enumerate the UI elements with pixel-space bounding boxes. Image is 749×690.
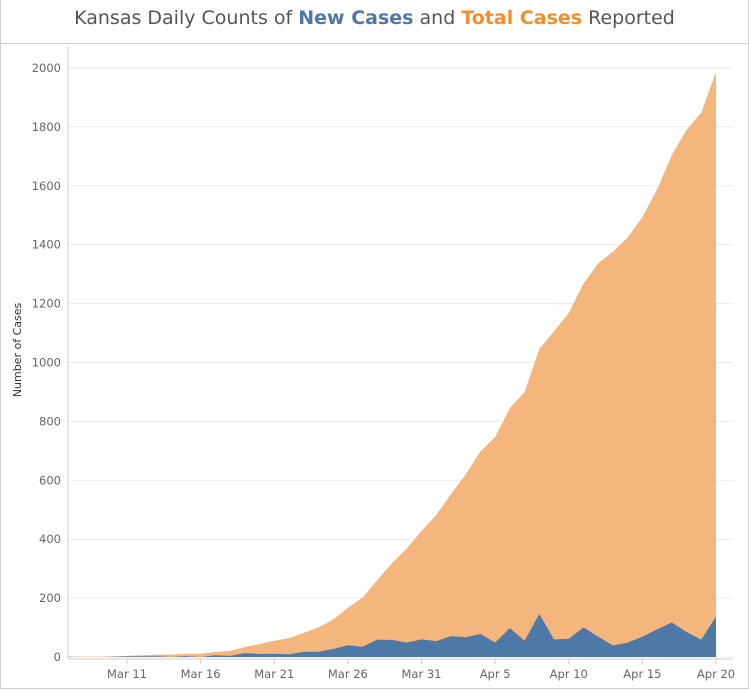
title-prefix: Kansas Daily Counts of (74, 7, 299, 29)
y-tick-label: 0 (54, 650, 61, 664)
x-tick-label: Apr 10 (550, 667, 588, 681)
y-axis-label: Number of Cases (11, 303, 24, 398)
y-tick-label: 1000 (32, 356, 61, 370)
y-tick-label: 2000 (32, 61, 61, 75)
y-tick-label: 1600 (32, 179, 61, 193)
y-tick-label: 600 (39, 473, 61, 487)
x-axis: Mar 11 Mar 16 Mar 21 Mar 26 Mar 31 Apr 5 Apr 1… (68, 658, 735, 681)
area-series (68, 72, 717, 658)
y-tick-label: 400 (39, 532, 61, 546)
y-tick-label: 800 (39, 414, 61, 428)
y-axis: 0 200 400 600 800 1000 1200 1400 1600 1800 2000 (32, 47, 69, 664)
chart-title: Kansas Daily Counts of New Cases and Tot… (0, 7, 749, 29)
y-tick-label: 1200 (32, 297, 61, 311)
title-new-cases: New Cases (298, 7, 414, 29)
y-tick-label: 1400 (32, 238, 61, 252)
new-cases-area (68, 614, 717, 657)
total-cases-area (68, 72, 717, 658)
x-tick-label: Mar 16 (181, 667, 221, 681)
title-total-cases: Total Cases (461, 7, 583, 29)
title-suffix: Reported (582, 7, 675, 29)
x-tick-label: Mar 21 (254, 667, 294, 681)
x-tick-label: Mar 11 (107, 667, 147, 681)
x-tick-label: Apr 15 (623, 667, 661, 681)
x-tick-label: Apr 20 (697, 667, 735, 681)
title-middle: and (413, 7, 462, 29)
x-tick-label: Apr 5 (480, 667, 511, 681)
y-tick-label: 1800 (32, 120, 61, 134)
y-tick-label: 200 (39, 591, 61, 605)
title-divider (0, 43, 749, 44)
x-tick-label: Mar 31 (402, 667, 442, 681)
x-tick-label: Mar 26 (328, 667, 368, 681)
